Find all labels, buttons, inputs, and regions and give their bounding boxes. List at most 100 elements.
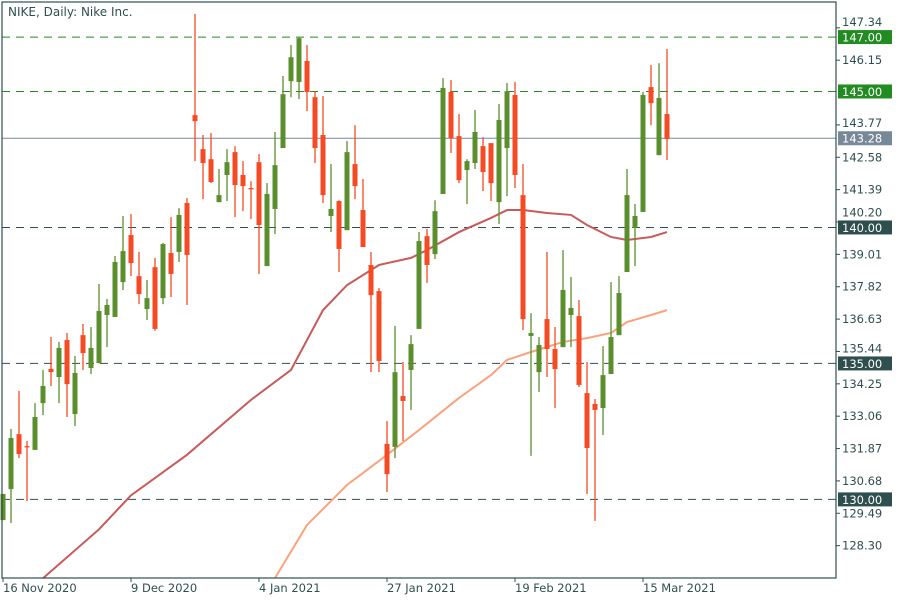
candle-body <box>520 195 526 320</box>
candle <box>592 399 598 521</box>
x-tick-label: 19 Feb 2021 <box>515 581 587 595</box>
candle <box>360 179 366 248</box>
candle <box>144 279 150 320</box>
candle <box>224 149 230 202</box>
candle <box>200 134 206 200</box>
candle-body <box>528 332 534 336</box>
candle <box>392 325 398 459</box>
candle <box>280 75 286 149</box>
candle <box>16 390 22 459</box>
candle-body <box>160 244 166 299</box>
candle-body <box>144 298 150 310</box>
y-tick-label: 142.58 <box>842 150 882 164</box>
candle-body <box>640 95 646 212</box>
x-tick-label: 4 Jan 2021 <box>259 581 321 595</box>
price-label-box <box>838 131 892 146</box>
candle <box>136 251 142 305</box>
candle <box>40 369 46 416</box>
candle <box>352 125 358 200</box>
candle-body <box>104 304 110 316</box>
candle <box>384 421 390 493</box>
candle <box>608 282 614 375</box>
candle <box>256 154 262 274</box>
candle <box>504 83 510 197</box>
candle-body <box>64 340 70 385</box>
moving-averages <box>42 209 668 580</box>
candle-body <box>216 195 222 203</box>
candle <box>584 362 590 494</box>
candle-body <box>288 57 294 82</box>
candle <box>624 168 630 273</box>
candle <box>576 300 582 388</box>
candle-body <box>312 97 318 149</box>
candle <box>336 200 342 273</box>
y-tick-label: 137.82 <box>842 280 882 294</box>
candle <box>176 208 182 262</box>
candle <box>376 288 382 373</box>
candle-body <box>192 115 198 122</box>
candle <box>648 65 654 126</box>
candle-body <box>552 349 558 370</box>
candle-body <box>456 136 462 181</box>
y-tick-label: 140.20 <box>842 205 882 219</box>
candle-body <box>560 290 566 348</box>
candle <box>168 217 174 298</box>
price-label-box <box>838 220 892 235</box>
candle <box>448 80 454 153</box>
candle <box>416 232 422 329</box>
candle-body <box>32 417 38 450</box>
candle <box>48 337 54 386</box>
time-axis: 16 Nov 2020 9 Dec 2020 4 Jan 2021 27 Jan 20… <box>2 578 716 595</box>
candle-body <box>536 344 542 373</box>
price-label: 145.00 <box>842 85 882 99</box>
price-axis: 147.34 146.15 143.77 142.58 141.39 140.20 139.… <box>836 15 892 553</box>
candle <box>96 284 102 364</box>
candle <box>408 335 414 410</box>
candle <box>456 114 462 184</box>
candle-body <box>600 375 606 409</box>
candle-body <box>408 344 414 370</box>
candle <box>528 313 534 456</box>
candle-body <box>96 310 102 364</box>
candle-body <box>128 235 134 264</box>
candle-body <box>248 188 254 190</box>
y-tick-label: 135.44 <box>842 341 882 355</box>
candle-body <box>400 396 406 401</box>
candle <box>512 81 518 189</box>
candle <box>208 133 214 184</box>
candle <box>640 92 646 212</box>
candle <box>272 131 278 234</box>
candle-body <box>56 347 62 378</box>
moving-average-fast <box>42 209 668 580</box>
candle <box>288 44 294 98</box>
candle <box>72 356 78 426</box>
candle <box>488 143 494 202</box>
candle <box>264 183 270 267</box>
candle <box>664 49 670 161</box>
candle-body <box>512 95 518 175</box>
y-tick-label: 139.01 <box>842 247 882 261</box>
candle <box>464 159 470 205</box>
plot-frame <box>1 1 837 579</box>
candle-body <box>352 164 358 187</box>
y-tick-label: 141.39 <box>842 183 882 197</box>
candle-body <box>280 94 286 149</box>
price-label: 143.28 <box>842 132 882 146</box>
candle-body <box>544 319 550 350</box>
candle-body <box>368 264 374 296</box>
candle-body <box>328 208 334 217</box>
candle <box>536 337 542 392</box>
candle <box>80 323 86 370</box>
candle-body <box>440 87 446 194</box>
y-tick-label: 133.06 <box>842 409 882 423</box>
candle-body <box>176 214 182 252</box>
candle-body <box>632 216 638 228</box>
candle-body <box>384 443 390 475</box>
candle-body <box>16 434 22 454</box>
candle-body <box>376 291 382 361</box>
candle <box>104 298 110 348</box>
candle <box>248 181 254 220</box>
candle-body <box>616 292 622 336</box>
candle-body <box>304 61 310 93</box>
